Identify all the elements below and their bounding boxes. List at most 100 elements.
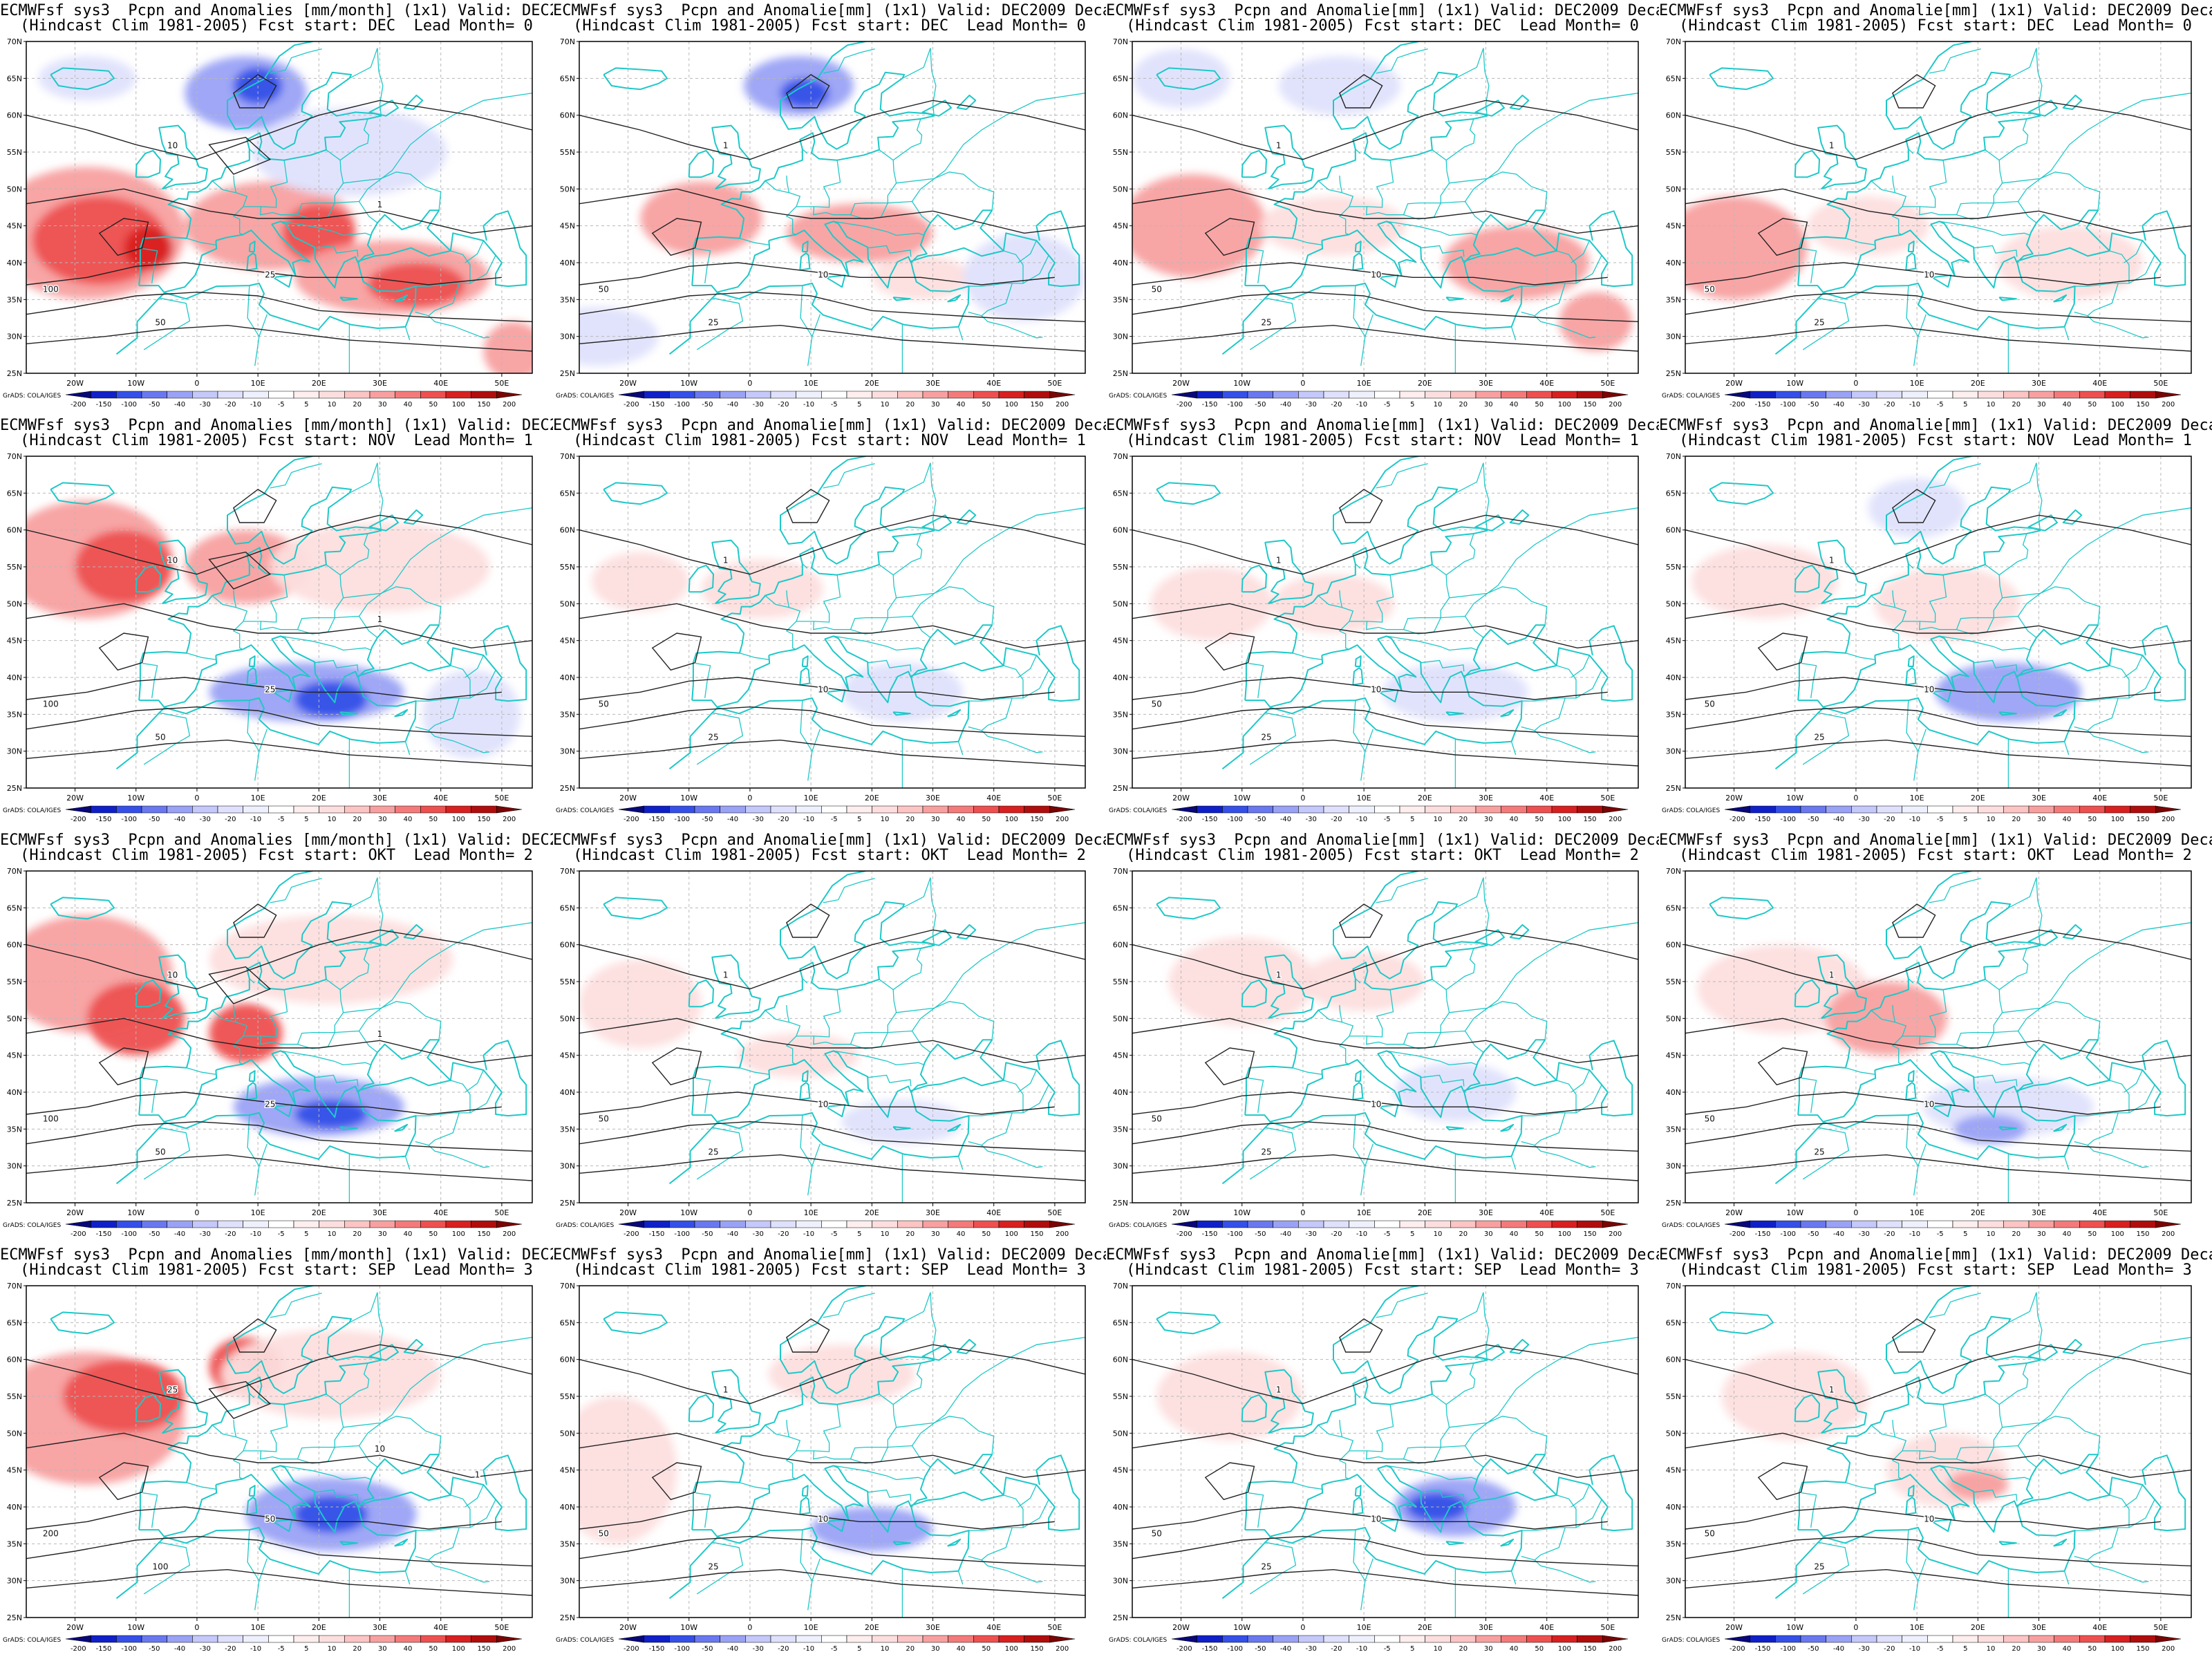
colorbar-swatch bbox=[796, 805, 822, 814]
contour-line bbox=[1132, 1091, 1608, 1115]
colorbar-label: -40 bbox=[1833, 1645, 1844, 1653]
colorbar-label: 30 bbox=[1484, 1645, 1493, 1653]
map-frame bbox=[1132, 456, 1639, 789]
country-border bbox=[1845, 1482, 1876, 1490]
lon-tick-label: 20W bbox=[1725, 1208, 1743, 1217]
panel-subtitle: (Hindcast Clim 1981-2005) Fcst start: OK… bbox=[20, 847, 533, 864]
coastline bbox=[138, 1286, 382, 1530]
country-border bbox=[349, 462, 378, 494]
forecast-panel: ECMWFsf sys3 Pcpn and Anomalie[mm] (1x1)… bbox=[1106, 830, 1659, 1244]
coastline bbox=[115, 1039, 451, 1185]
colorbar-swatch bbox=[1602, 391, 1629, 399]
colorbar-swatch bbox=[1450, 1635, 1477, 1643]
colorbar-label: -50 bbox=[702, 1645, 713, 1653]
colorbar-label: 30 bbox=[378, 401, 387, 409]
contour-label: 50 bbox=[1152, 1114, 1162, 1124]
colorbar-swatch bbox=[369, 1635, 395, 1643]
contour-line bbox=[26, 1091, 502, 1115]
coastline bbox=[1241, 979, 1267, 1008]
coastlines bbox=[1709, 871, 2186, 1185]
colorbar-swatch bbox=[1425, 805, 1451, 814]
coastline bbox=[2053, 294, 2068, 303]
colorbar-swatch bbox=[1902, 391, 1928, 399]
grads-credit: GrADS: COLA/IGES bbox=[1109, 393, 1168, 400]
colorbar-swatch bbox=[872, 805, 898, 814]
lat-tick-label: 60N bbox=[7, 1356, 22, 1365]
colorbar-swatch bbox=[2104, 1220, 2130, 1228]
colorbar-swatch bbox=[496, 805, 523, 814]
lon-tick-label: 10E bbox=[1357, 1208, 1371, 1217]
coastline bbox=[1798, 240, 1877, 293]
country-border bbox=[930, 877, 937, 946]
country-border bbox=[1483, 1292, 1490, 1360]
country-border bbox=[2036, 462, 2043, 531]
country-border bbox=[1360, 729, 1374, 781]
country-border bbox=[2063, 741, 2070, 756]
country-border bbox=[1386, 221, 1478, 236]
colorbar-swatch bbox=[217, 391, 243, 399]
colorbar-swatch bbox=[2104, 1635, 2130, 1643]
anomaly-area bbox=[294, 681, 368, 718]
colorbar-swatch bbox=[618, 1220, 644, 1228]
colorbar-label: -150 bbox=[649, 401, 665, 409]
lon-tick-label: 20W bbox=[619, 1623, 637, 1632]
country-border bbox=[1521, 697, 1566, 731]
contour-label: 200 bbox=[43, 1529, 59, 1539]
country-border bbox=[1998, 948, 2029, 991]
coastline bbox=[1354, 1070, 1362, 1082]
country-border bbox=[142, 1078, 158, 1113]
colorbar-label: 20 bbox=[353, 1230, 362, 1238]
graticule bbox=[579, 1286, 1085, 1618]
lake-outline bbox=[1509, 924, 1530, 940]
lon-tick-label: 50E bbox=[494, 794, 509, 803]
country-border bbox=[1801, 663, 1817, 698]
lat-tick-label: 35N bbox=[7, 295, 22, 304]
colorbar-label: 50 bbox=[429, 401, 438, 409]
colorbar-label: 20 bbox=[1459, 1645, 1468, 1653]
lon-tick-label: 50E bbox=[1600, 794, 1615, 803]
colorbar-swatch bbox=[1577, 391, 1603, 399]
coastline bbox=[2108, 625, 2186, 702]
contour-line bbox=[1685, 1432, 2191, 1479]
lon-tick-label: 20E bbox=[1418, 379, 1432, 388]
contour-line bbox=[208, 1380, 272, 1419]
anomaly-map: 502510170N65N60N55N50N45N40N35N30N25N20W… bbox=[560, 867, 1086, 1238]
anomaly-area bbox=[483, 321, 532, 373]
panel-subtitle: (Hindcast Clim 1981-2005) Fcst start: SE… bbox=[1679, 1262, 2192, 1279]
coastline bbox=[691, 1286, 935, 1530]
lat-tick-label: 25N bbox=[7, 1613, 22, 1622]
colorbar-swatch bbox=[2003, 1220, 2030, 1228]
country-border bbox=[270, 48, 322, 74]
country-border bbox=[1248, 663, 1264, 698]
precip-contours bbox=[26, 903, 532, 1181]
colorbar-label: 40 bbox=[2063, 1230, 2072, 1238]
contour-line bbox=[1685, 1535, 2191, 1566]
colorbar-swatch bbox=[1399, 391, 1425, 399]
country-border bbox=[1339, 1005, 1343, 1022]
colorbar-label: -20 bbox=[778, 1230, 789, 1238]
colorbar-swatch bbox=[268, 391, 294, 399]
contour-line bbox=[26, 1121, 532, 1152]
colorbar: -200 -150 -100 -50 -40 -30 -20 -10 -5 5 10 20 30 40 50… bbox=[618, 1635, 1076, 1653]
lon-tick-label: 20E bbox=[1418, 794, 1432, 803]
colorbar-swatch bbox=[192, 391, 218, 399]
colorbar-swatch bbox=[1024, 1635, 1050, 1643]
coastline bbox=[1907, 1485, 1915, 1497]
lat-tick-label: 70N bbox=[560, 867, 575, 876]
colorbar-swatch bbox=[243, 391, 269, 399]
country-border bbox=[892, 1362, 923, 1405]
country-border bbox=[1802, 297, 1850, 350]
colorbar-label: -100 bbox=[1780, 1645, 1796, 1653]
coastline bbox=[394, 1538, 409, 1547]
lon-tick-label: 30E bbox=[2032, 379, 2046, 388]
country-border bbox=[1892, 1420, 1896, 1437]
grads-credit: GrADS: COLA/IGES bbox=[3, 1637, 62, 1644]
country-border bbox=[1998, 118, 2029, 161]
country-border bbox=[1571, 240, 1590, 263]
colorbar-swatch bbox=[1978, 805, 2004, 814]
grads-credit: GrADS: COLA/IGES bbox=[3, 1222, 62, 1229]
country-border bbox=[465, 1069, 484, 1093]
country-border bbox=[270, 463, 322, 489]
colorbar-swatch bbox=[1475, 1635, 1501, 1643]
colorbar-swatch bbox=[1800, 391, 1826, 399]
